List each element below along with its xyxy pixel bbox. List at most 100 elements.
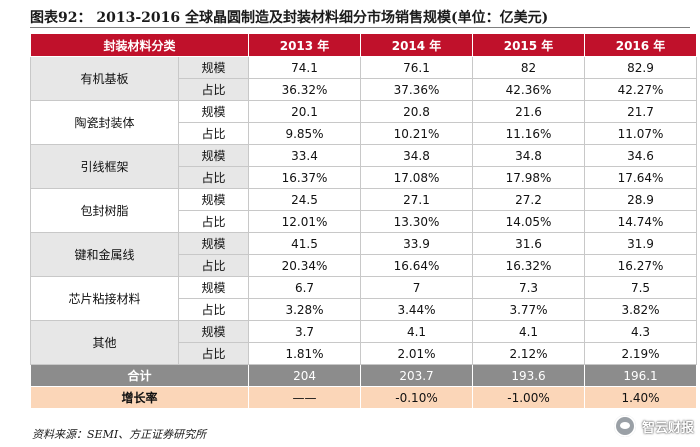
header-category: 封装材料分类	[29, 33, 250, 57]
value-cell: 16.32%	[472, 254, 586, 277]
value-cell: 27.1	[360, 188, 474, 211]
table-row: 占比 3.28% 3.44% 3.77% 3.82%	[31, 298, 698, 321]
value-cell: 17.98%	[472, 166, 586, 189]
metric-label: 占比	[177, 254, 250, 277]
total-label: 合计	[29, 364, 250, 387]
value-cell: 20.1	[248, 100, 362, 123]
value-cell: 21.6	[472, 100, 586, 123]
value-cell: 17.08%	[360, 166, 474, 189]
category-label: 芯片粘接材料	[30, 276, 179, 321]
total-value: 196.1	[584, 364, 698, 387]
value-cell: 42.36%	[472, 78, 586, 101]
growth-value: -0.10%	[360, 386, 474, 409]
value-cell: 14.74%	[584, 210, 698, 233]
value-cell: 37.36%	[360, 78, 474, 101]
value-cell: 13.30%	[360, 210, 474, 233]
value-cell: 42.27%	[584, 78, 698, 101]
metric-label: 占比	[177, 298, 250, 321]
value-cell: 3.77%	[472, 298, 586, 321]
total-value: 193.6	[472, 364, 586, 387]
growth-label: 增长率	[29, 386, 250, 409]
value-cell: 6.7	[248, 276, 362, 299]
metric-label: 规模	[177, 320, 250, 343]
value-cell: 7.3	[472, 276, 586, 299]
header-row: 封装材料分类 2013 年 2014 年 2015 年 2016 年	[29, 33, 698, 57]
category-label: 键和金属线	[30, 232, 179, 277]
value-cell: 76.1	[360, 56, 474, 79]
value-cell: 3.44%	[360, 298, 474, 321]
growth-value: 1.40%	[584, 386, 698, 409]
value-cell: 34.8	[360, 144, 474, 167]
category-label: 有机基板	[30, 56, 179, 101]
table-row: 芯片粘接材料 规模 6.7 7 7.3 7.5	[30, 276, 698, 321]
value-cell: 16.37%	[248, 166, 362, 189]
header-year: 2013 年	[248, 33, 362, 57]
value-cell: 3.28%	[248, 298, 362, 321]
value-cell: 34.8	[472, 144, 586, 167]
value-cell: 7	[360, 276, 474, 299]
value-cell: 34.6	[584, 144, 698, 167]
value-cell: 7.5	[584, 276, 698, 299]
metric-label: 规模	[177, 56, 250, 79]
total-value: 203.7	[360, 364, 474, 387]
value-cell: 9.85%	[248, 122, 362, 145]
table-body: 有机基板 规模 74.1 76.1 82 82.9 占比 36.32% 37.36% 42.36%…	[29, 56, 698, 409]
value-cell: 41.5	[248, 232, 362, 255]
watermark: 智云财报	[613, 408, 694, 444]
wechat-icon	[613, 415, 636, 437]
value-cell: 4.1	[360, 320, 474, 343]
value-cell: 2.12%	[472, 342, 586, 365]
value-cell: 3.82%	[584, 298, 698, 321]
header-year: 2014 年	[360, 33, 474, 57]
table-row: 陶瓷封装体 规模 20.1 20.8 21.6 21.7	[30, 100, 698, 145]
growth-row: 增长率 —— -0.10% -1.00% 1.40%	[29, 386, 698, 409]
metric-label: 规模	[177, 144, 250, 167]
value-cell: 11.16%	[472, 122, 586, 145]
growth-value: -1.00%	[472, 386, 586, 409]
value-cell: 31.9	[584, 232, 698, 255]
metric-label: 规模	[177, 100, 250, 123]
value-cell: 16.27%	[584, 254, 698, 277]
table-row: 包封树脂 规模 24.5 27.1 27.2 28.9	[30, 188, 698, 233]
value-cell: 4.3	[584, 320, 698, 343]
metric-label: 规模	[177, 188, 250, 211]
source-note: 资料来源：SEMI、方正证券研究所	[32, 428, 207, 441]
total-value: 204	[248, 364, 362, 387]
metric-label: 占比	[177, 342, 250, 365]
value-cell: 74.1	[248, 56, 362, 79]
value-cell: 20.8	[360, 100, 474, 123]
value-cell: 33.4	[248, 144, 362, 167]
value-cell: 36.32%	[248, 78, 362, 101]
header-year: 2016 年	[584, 33, 698, 57]
value-cell: 14.05%	[472, 210, 586, 233]
value-cell: 82.9	[584, 56, 698, 79]
value-cell: 33.9	[360, 232, 474, 255]
table-row: 键和金属线 规模 41.5 33.9 31.6 31.9	[30, 232, 698, 277]
metric-label: 规模	[177, 232, 250, 255]
value-cell: 10.21%	[360, 122, 474, 145]
category-label: 包封树脂	[30, 188, 179, 233]
metric-label: 占比	[177, 78, 250, 101]
value-cell: 4.1	[472, 320, 586, 343]
value-cell: 24.5	[248, 188, 362, 211]
value-cell: 17.64%	[584, 166, 698, 189]
category-label: 其他	[30, 320, 179, 365]
metric-label: 规模	[177, 276, 250, 299]
metric-label: 占比	[177, 122, 250, 145]
figure-title: 图表92： 2013-2016 全球晶圆制造及封装材料细分市场销售规模(单位：亿…	[30, 10, 549, 26]
metric-label: 占比	[177, 210, 250, 233]
value-cell: 2.01%	[360, 342, 474, 365]
value-cell: 82	[472, 56, 586, 79]
total-row: 合计 204 203.7 193.6 196.1	[29, 364, 698, 387]
header-year: 2015 年	[472, 33, 586, 57]
table-row: 有机基板 规模 74.1 76.1 82 82.9	[30, 56, 698, 101]
value-cell: 3.7	[248, 320, 362, 343]
value-cell: 16.64%	[360, 254, 474, 277]
category-label: 陶瓷封装体	[30, 100, 179, 145]
table-row: 占比 36.32% 37.36% 42.36% 42.27%	[31, 78, 698, 101]
title-divider	[30, 27, 690, 28]
category-label: 引线框架	[30, 144, 179, 189]
value-cell: 21.7	[584, 100, 698, 123]
value-cell: 27.2	[472, 188, 586, 211]
value-cell: 1.81%	[248, 342, 362, 365]
